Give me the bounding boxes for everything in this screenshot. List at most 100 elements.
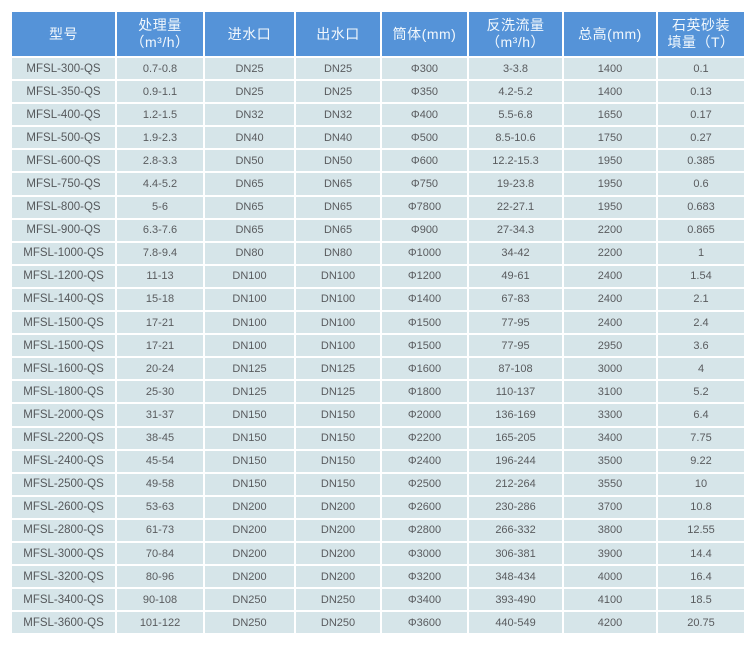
table-cell-sand-fill: 0.1 [658, 58, 744, 80]
table-cell-sand-fill: 10 [658, 473, 744, 495]
table-cell-sand-fill: 0.6 [658, 173, 744, 195]
table-cell-outlet: DN65 [296, 173, 380, 195]
table-cell-total-height: 4000 [564, 566, 656, 588]
table-cell-capacity: 45-54 [117, 450, 203, 472]
table-cell-total-height: 2400 [564, 288, 656, 311]
table-cell-inlet: DN125 [205, 358, 294, 380]
table-cell-backwash-flow: 110-137 [469, 381, 562, 403]
table-cell-outlet: DN200 [296, 542, 380, 565]
table-cell-outlet: DN125 [296, 381, 380, 403]
table-cell-total-height: 3700 [564, 496, 656, 518]
table-cell-total-height: 2400 [564, 312, 656, 334]
table-cell-inlet: DN32 [205, 104, 294, 126]
table-cell-model: MFSL-2200-QS [12, 427, 115, 449]
header-line: 筒体(mm) [392, 25, 457, 42]
table-cell-model: MFSL-3200-QS [12, 566, 115, 588]
table-cell-outlet: DN150 [296, 473, 380, 495]
table-cell-sand-fill: 18.5 [658, 589, 744, 611]
table-cell-outlet: DN200 [296, 566, 380, 588]
table-cell-sand-fill: 0.385 [658, 150, 744, 172]
table-cell-outlet: DN80 [296, 242, 380, 264]
header-line: （m³/h） [486, 34, 545, 50]
table-cell-outlet: DN150 [296, 450, 380, 472]
table-cell-model: MFSL-750-QS [12, 173, 115, 195]
table-cell-cylinder: Φ1600 [382, 358, 467, 380]
table-cell-inlet: DN65 [205, 173, 294, 195]
table-cell-sand-fill: 4 [658, 358, 744, 380]
table-cell-model: MFSL-2500-QS [12, 473, 115, 495]
table-cell-sand-fill: 20.75 [658, 612, 744, 634]
table-cell-model: MFSL-1500-QS [12, 312, 115, 334]
table-cell-outlet: DN100 [296, 335, 380, 357]
header-cell-outlet: 出水口 [296, 12, 380, 56]
table-cell-backwash-flow: 165-205 [469, 427, 562, 449]
table-cell-inlet: DN150 [205, 473, 294, 495]
table-cell-cylinder: Φ750 [382, 173, 467, 195]
table-cell-inlet: DN150 [205, 450, 294, 472]
table-cell-sand-fill: 7.75 [658, 427, 744, 449]
table-cell-backwash-flow: 4.2-5.2 [469, 81, 562, 103]
table-cell-backwash-flow: 87-108 [469, 358, 562, 380]
table-cell-total-height: 1650 [564, 104, 656, 126]
table-cell-capacity: 70-84 [117, 542, 203, 565]
table-cell-capacity: 4.4-5.2 [117, 173, 203, 195]
table-cell-model: MFSL-2000-QS [12, 404, 115, 426]
table-cell-model: MFSL-2400-QS [12, 450, 115, 472]
table-cell-sand-fill: 14.4 [658, 542, 744, 565]
table-cell-capacity: 17-21 [117, 312, 203, 334]
table-cell-sand-fill: 1.54 [658, 265, 744, 287]
table-cell-inlet: DN100 [205, 265, 294, 287]
table-cell-inlet: DN100 [205, 312, 294, 334]
table-cell-inlet: DN25 [205, 58, 294, 80]
header-line: 处理量 [138, 17, 182, 33]
table-cell-outlet: DN125 [296, 358, 380, 380]
table-cell-inlet: DN200 [205, 519, 294, 541]
table-cell-backwash-flow: 49-61 [469, 265, 562, 287]
table-cell-total-height: 1400 [564, 81, 656, 103]
table-cell-outlet: DN65 [296, 196, 380, 218]
header-line: 反洗流量 [486, 17, 545, 33]
table-cell-cylinder: Φ400 [382, 104, 467, 126]
table-cell-inlet: DN65 [205, 196, 294, 218]
table-cell-model: MFSL-400-QS [12, 104, 115, 126]
table-cell-cylinder: Φ2500 [382, 473, 467, 495]
table-cell-model: MFSL-1600-QS [12, 358, 115, 380]
table-cell-cylinder: Φ3400 [382, 589, 467, 611]
table-cell-inlet: DN200 [205, 566, 294, 588]
table-cell-total-height: 3100 [564, 381, 656, 403]
table-cell-cylinder: Φ1500 [382, 312, 467, 334]
table-cell-total-height: 4100 [564, 589, 656, 611]
table-cell-model: MFSL-1800-QS [12, 381, 115, 403]
table-cell-model: MFSL-500-QS [12, 127, 115, 149]
table-cell-total-height: 2200 [564, 219, 656, 241]
table-cell-capacity: 20-24 [117, 358, 203, 380]
table-cell-backwash-flow: 12.2-15.3 [469, 150, 562, 172]
table-cell-backwash-flow: 230-286 [469, 496, 562, 518]
table-cell-total-height: 1950 [564, 173, 656, 195]
table-cell-capacity: 1.9-2.3 [117, 127, 203, 149]
table-cell-total-height: 1400 [564, 58, 656, 80]
table-cell-inlet: DN150 [205, 427, 294, 449]
table-cell-cylinder: Φ300 [382, 58, 467, 80]
table-cell-backwash-flow: 266-332 [469, 519, 562, 541]
table-cell-outlet: DN40 [296, 127, 380, 149]
table-cell-total-height: 3000 [564, 358, 656, 380]
table-cell-total-height: 2200 [564, 242, 656, 264]
header-cell-sand-fill: 石英砂装 填量（T） [658, 12, 744, 56]
table-cell-total-height: 3800 [564, 519, 656, 541]
table-cell-capacity: 80-96 [117, 566, 203, 588]
table-cell-capacity: 1.2-1.5 [117, 104, 203, 126]
table-cell-inlet: DN200 [205, 496, 294, 518]
table-cell-model: MFSL-1000-QS [12, 242, 115, 264]
table-cell-model: MFSL-600-QS [12, 150, 115, 172]
table-cell-total-height: 1950 [564, 196, 656, 218]
table-cell-backwash-flow: 22-27.1 [469, 196, 562, 218]
table-cell-capacity: 7.8-9.4 [117, 242, 203, 264]
table-cell-inlet: DN125 [205, 381, 294, 403]
table-cell-backwash-flow: 393-490 [469, 589, 562, 611]
header-cell-capacity: 处理量 （m³/h） [117, 12, 203, 56]
table-cell-inlet: DN250 [205, 589, 294, 611]
table-cell-total-height: 1750 [564, 127, 656, 149]
table-cell-cylinder: Φ1200 [382, 265, 467, 287]
